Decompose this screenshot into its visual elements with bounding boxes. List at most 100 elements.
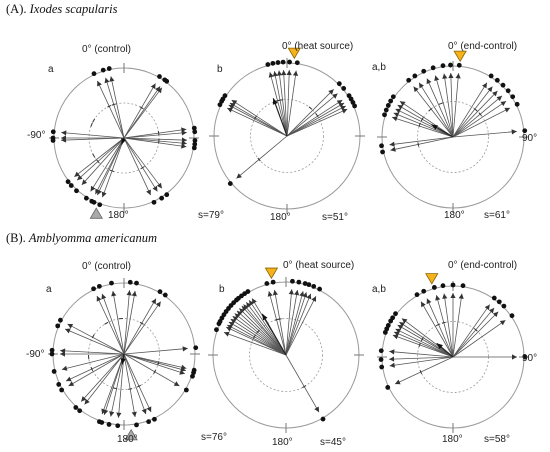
tick-data-point [115, 423, 121, 429]
vector-arrowhead [231, 100, 238, 105]
direction-vector [118, 353, 125, 418]
direction-vector [443, 73, 454, 138]
tick-data-point [96, 419, 102, 425]
direction-vector [230, 318, 287, 356]
inner-circle-mark [90, 122, 93, 127]
vector-arrowhead [243, 304, 249, 310]
direction-vector [389, 136, 454, 146]
tick-data-point [89, 198, 95, 204]
inner-circle-mark [107, 104, 112, 108]
tick-data-point [440, 63, 446, 69]
inner-circle-mark [308, 106, 313, 110]
vector-arrowhead [81, 396, 87, 402]
tick-data-point [157, 289, 163, 295]
vector-arrowhead [395, 328, 402, 334]
inner-circle-mark [473, 328, 478, 332]
direction-vector [229, 102, 288, 137]
vector-arrowhead [488, 307, 495, 314]
direction-vector [420, 301, 454, 358]
direction-vector [397, 324, 454, 358]
tick-data-point [491, 295, 497, 301]
inner-circle-mark [302, 385, 307, 389]
direction-vector [443, 293, 454, 358]
tick-data-point [496, 299, 502, 305]
vector-arrowhead [399, 101, 406, 107]
direction-vector [413, 86, 454, 138]
direction-vector [61, 132, 125, 139]
tick-data-point [50, 129, 56, 135]
vector-arrowhead [90, 185, 96, 192]
inner-circle-mark [441, 321, 446, 324]
direction-vector [395, 108, 454, 138]
direction-vector [97, 80, 125, 139]
tick-data-point [383, 107, 389, 113]
tick-data-point [390, 94, 396, 100]
inner-circle-mark [90, 366, 94, 372]
vector-arrowhead [306, 293, 312, 300]
tick-data-point [227, 181, 233, 186]
vector-arrowhead [126, 290, 132, 296]
group-letter-label: a [48, 64, 54, 75]
direction-vector [286, 70, 290, 137]
inner-circle-mark [315, 113, 319, 117]
tick-data-point [56, 382, 62, 387]
side-angle-label: 90° [522, 133, 537, 144]
direction-vector [123, 353, 136, 418]
vector-arrowhead [395, 108, 402, 114]
direction-vector [452, 82, 488, 138]
direction-vector [101, 353, 125, 415]
mean-vector-arrowhead [262, 313, 268, 321]
inner-circle-mark [136, 384, 142, 388]
vector-arrowhead [77, 174, 83, 181]
bottom-angle-label: 180° [108, 210, 129, 221]
direction-vector [452, 319, 506, 358]
stimulus-marker-icon [264, 267, 279, 280]
direction-vector [231, 99, 288, 137]
inner-circle-mark [109, 169, 115, 173]
inner-circle-mark [256, 329, 260, 334]
direction-vector [452, 131, 517, 138]
tick-data-point [414, 292, 420, 298]
tick-data-point [50, 135, 56, 141]
direction-vector [123, 87, 163, 139]
tick-data-point [280, 59, 286, 65]
direction-vector [236, 135, 288, 179]
direction-vector [123, 290, 136, 355]
vector-arrowhead [458, 293, 464, 299]
tick-data-point [270, 279, 276, 285]
vector-arrowhead [394, 379, 401, 385]
group-letter-label: a [46, 284, 52, 295]
direction-vector [285, 289, 293, 356]
direction-vector [123, 301, 162, 355]
direction-vector [452, 100, 507, 138]
tick-data-point [522, 354, 528, 360]
zero-angle-label: 0° (heat source) [282, 41, 353, 52]
tick-data-point [59, 387, 65, 393]
direction-vector [285, 354, 320, 413]
direction-vector [76, 137, 125, 181]
direction-vector [223, 332, 287, 356]
tick-data-point [146, 419, 152, 425]
vector-arrowhead [156, 87, 162, 94]
vector-arrowhead [109, 76, 115, 82]
tick-data-point [522, 128, 528, 134]
inner-circle-mark [104, 321, 109, 325]
bottom-angle-label: 180° [272, 437, 293, 448]
panel-b-letter: (B) [6, 231, 23, 245]
panel-a-species: Ixodes scapularis [29, 2, 118, 16]
vector-arrowhead [227, 107, 233, 113]
direction-vector [286, 102, 345, 137]
direction-vector [123, 353, 186, 371]
vector-arrowhead [67, 323, 74, 329]
angular-deviation-label: s=51° [322, 212, 348, 223]
vector-arrowhead [484, 304, 490, 311]
vector-arrowhead [95, 188, 100, 195]
vector-arrowhead [294, 290, 300, 296]
direction-vector [60, 350, 125, 355]
zero-angle-label: 0° (end-control) [448, 41, 517, 52]
direction-vector [123, 353, 185, 375]
tick-data-point [68, 183, 74, 188]
inner-circle-mark [418, 122, 421, 127]
tick-data-point [270, 60, 276, 66]
